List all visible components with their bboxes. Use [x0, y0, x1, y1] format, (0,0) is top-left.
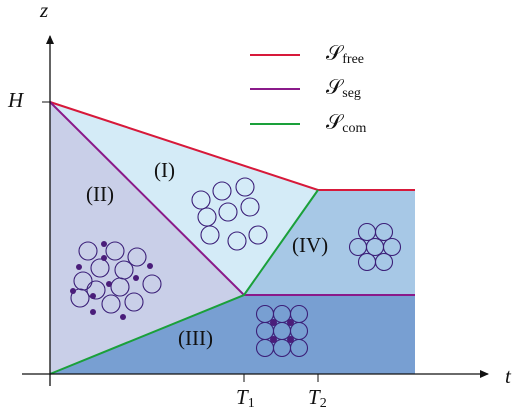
legend-com: 𝒮com [326, 110, 366, 136]
legend-seg: 𝒮seg [326, 75, 361, 101]
t1-label: T1 [236, 385, 255, 411]
legend-sub: seg [342, 86, 361, 101]
phase-diagram: z t H T1 T2 𝒮free 𝒮seg 𝒮com (I) (II) (II… [0, 0, 515, 420]
t1-sub: 1 [248, 396, 255, 411]
legend-sub: free [342, 52, 364, 67]
region-label: (III) [178, 326, 213, 350]
h-label: H [7, 88, 25, 112]
region-label: (II) [86, 182, 114, 206]
t2-sub: 2 [320, 396, 327, 411]
legend-sub: com [342, 121, 366, 136]
region-label: (IV) [292, 233, 328, 257]
legend-free: 𝒮free [326, 41, 364, 67]
t2-label: T2 [308, 385, 327, 411]
z-label: z [39, 0, 48, 22]
region-label: (I) [154, 158, 175, 182]
t-label: t [505, 364, 512, 388]
